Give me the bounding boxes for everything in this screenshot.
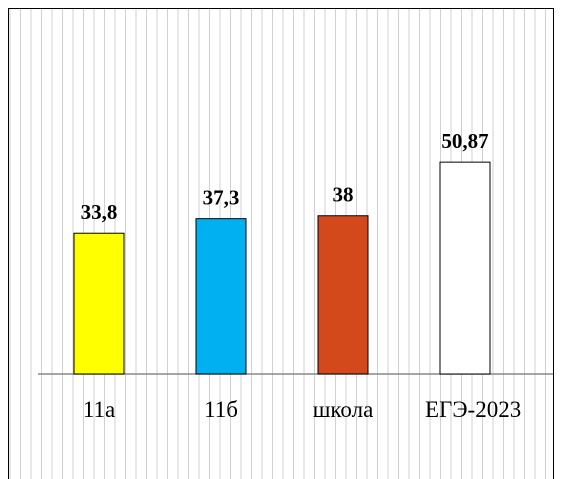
x-tick-label: 11а [82, 397, 116, 422]
data-label: 38 [333, 183, 354, 207]
bar [195, 218, 247, 375]
chart-border [8, 8, 554, 479]
data-label: 50,87 [441, 129, 488, 153]
bar [317, 215, 369, 375]
bar [73, 232, 125, 375]
data-label: 33,8 [81, 200, 118, 224]
bar [439, 161, 491, 375]
x-tick-label: школа [312, 397, 374, 422]
x-tick-label: 11б [204, 397, 238, 422]
data-label: 37,3 [203, 186, 240, 210]
x-tick-label: ЕГЭ-2023 [425, 397, 522, 422]
